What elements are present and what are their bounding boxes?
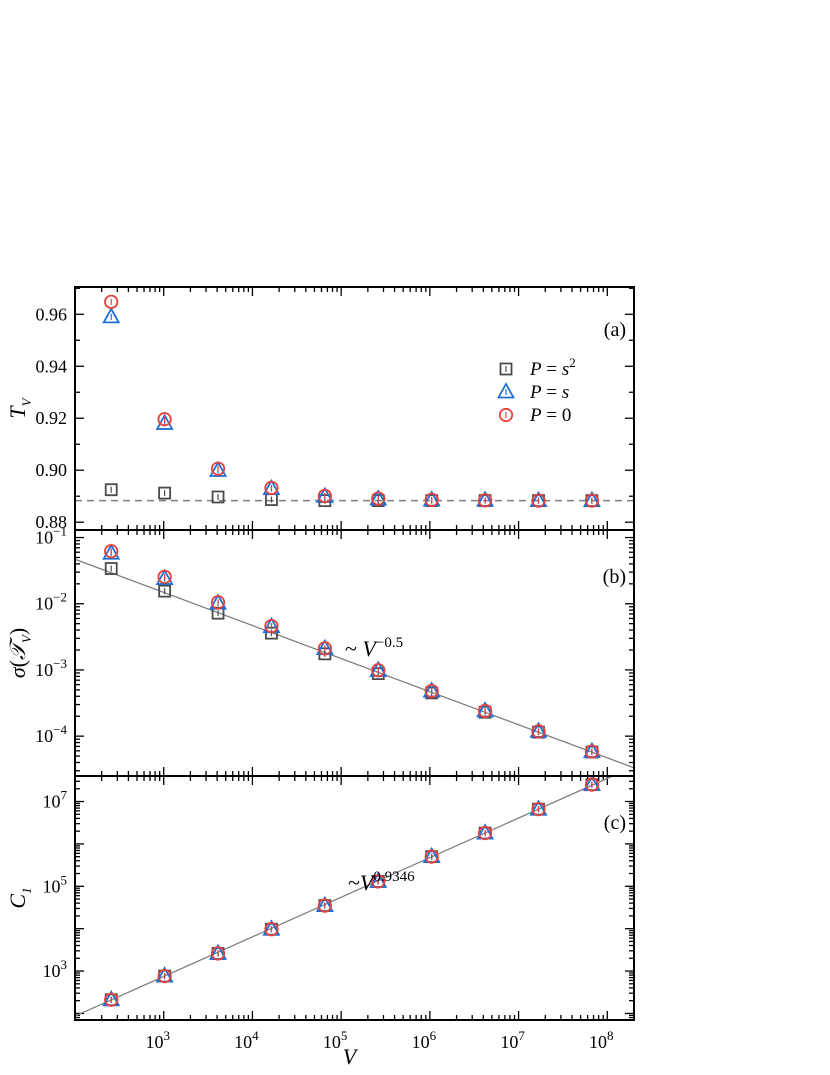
data-point-triangle	[155, 413, 174, 430]
y-tick-label: 0.92	[36, 408, 68, 428]
data-point-circle	[264, 618, 279, 634]
legend-marker-triangle	[496, 382, 516, 399]
data-point-circle	[584, 744, 600, 759]
data-point-triangle	[209, 460, 228, 477]
x-tick-label: 105	[323, 1028, 348, 1052]
series-circle	[104, 294, 600, 508]
x-tick-label: 108	[589, 1028, 614, 1052]
y-tick-label: 10−3	[35, 656, 67, 680]
legend-label: P = s	[529, 382, 569, 403]
legend-marker-square	[499, 362, 513, 376]
y-tick-label: 10−4	[35, 722, 67, 746]
data-point-circle	[210, 461, 226, 476]
data-point-circle	[424, 849, 439, 864]
axes-frame	[74, 775, 635, 1021]
x-tick-label: 104	[234, 1028, 259, 1052]
data-point-circle	[584, 493, 600, 508]
data-point-circle	[317, 641, 332, 656]
y-tick-label: 0.96	[36, 304, 68, 324]
series-circle	[104, 777, 600, 1007]
data-point-circle	[478, 825, 493, 841]
data-point-circle	[584, 777, 600, 792]
data-point-circle	[104, 992, 119, 1007]
data-point-triangle	[155, 568, 174, 585]
data-point-circle	[210, 946, 226, 961]
legend-marker-circle	[498, 407, 514, 423]
data-point-circle	[157, 412, 172, 427]
data-point-circle	[478, 703, 493, 719]
data-point-square	[158, 584, 172, 598]
y-tick-label: 0.90	[36, 460, 68, 480]
y-tick-label: 105	[43, 872, 68, 896]
data-point-circle	[424, 492, 439, 507]
fit-annotation: ~ V−0.5	[345, 635, 403, 661]
data-point-triangle	[102, 307, 121, 324]
y-tick-label: 0.94	[36, 356, 68, 376]
legend-label: P = 0	[529, 405, 571, 426]
panel-c: 103 105 107 103 104 105 106 107 108 (c) C1 V ~V0.934…	[5, 774, 635, 1069]
data-point-triangle	[102, 543, 121, 560]
data-point-circle	[371, 491, 386, 506]
panel-label: (a)	[604, 319, 626, 341]
fit-line	[75, 558, 634, 769]
data-point-square	[104, 562, 118, 575]
x-tick-label: 107	[500, 1028, 525, 1052]
y-tick-label: 10−1	[35, 524, 67, 548]
data-point-circle	[478, 493, 493, 508]
data-point-circle	[531, 493, 546, 508]
data-point-circle	[317, 898, 332, 913]
series-square	[104, 483, 599, 508]
x-tick-label: 106	[412, 1028, 437, 1052]
data-point-circle	[264, 480, 279, 495]
y-axis-label: TV	[5, 396, 34, 418]
panel-a: 0.88 0.90 0.92 0.94 0.96 (a) TV P = s2P = sP = …	[5, 286, 635, 532]
y-tick-label: 10−2	[35, 590, 67, 614]
data-point-circle	[424, 683, 439, 699]
data-point-circle	[531, 724, 546, 739]
panel-label: (c)	[604, 812, 626, 834]
data-point-circle	[104, 544, 119, 559]
series-triangle	[102, 307, 601, 508]
y-axis-label: σ(𝒯V)	[5, 628, 34, 678]
legend: P = s2P = sP = 0	[496, 355, 576, 426]
data-point-circle	[104, 294, 119, 309]
x-tick-label: 103	[145, 1028, 170, 1052]
y-tick-label: 103	[43, 957, 68, 981]
legend-label: P = s2	[529, 355, 576, 380]
y-axis-label: C1	[5, 887, 34, 908]
data-point-circle	[371, 663, 386, 678]
y-tick-label: 0.88	[36, 512, 68, 532]
x-axis-label: V	[343, 1044, 359, 1069]
data-point-circle	[157, 969, 172, 984]
series-circle	[104, 544, 600, 759]
data-point-square	[158, 486, 172, 500]
data-point-circle	[371, 874, 386, 889]
data-point-circle	[264, 922, 279, 937]
data-point-circle	[157, 569, 172, 584]
panel-label: (b)	[603, 566, 626, 588]
data-point-circle	[210, 595, 226, 610]
data-point-square	[211, 490, 225, 504]
panel-b: 10−4 10−3 10−2 10−1 (b) σ(𝒯V) ~ V−0.5	[5, 524, 635, 777]
y-tick-label: 107	[43, 788, 68, 812]
data-point-square	[104, 483, 118, 497]
data-point-circle	[531, 802, 546, 817]
fit-annotation: ~V0.9346	[348, 869, 415, 895]
data-point-circle	[317, 488, 332, 504]
